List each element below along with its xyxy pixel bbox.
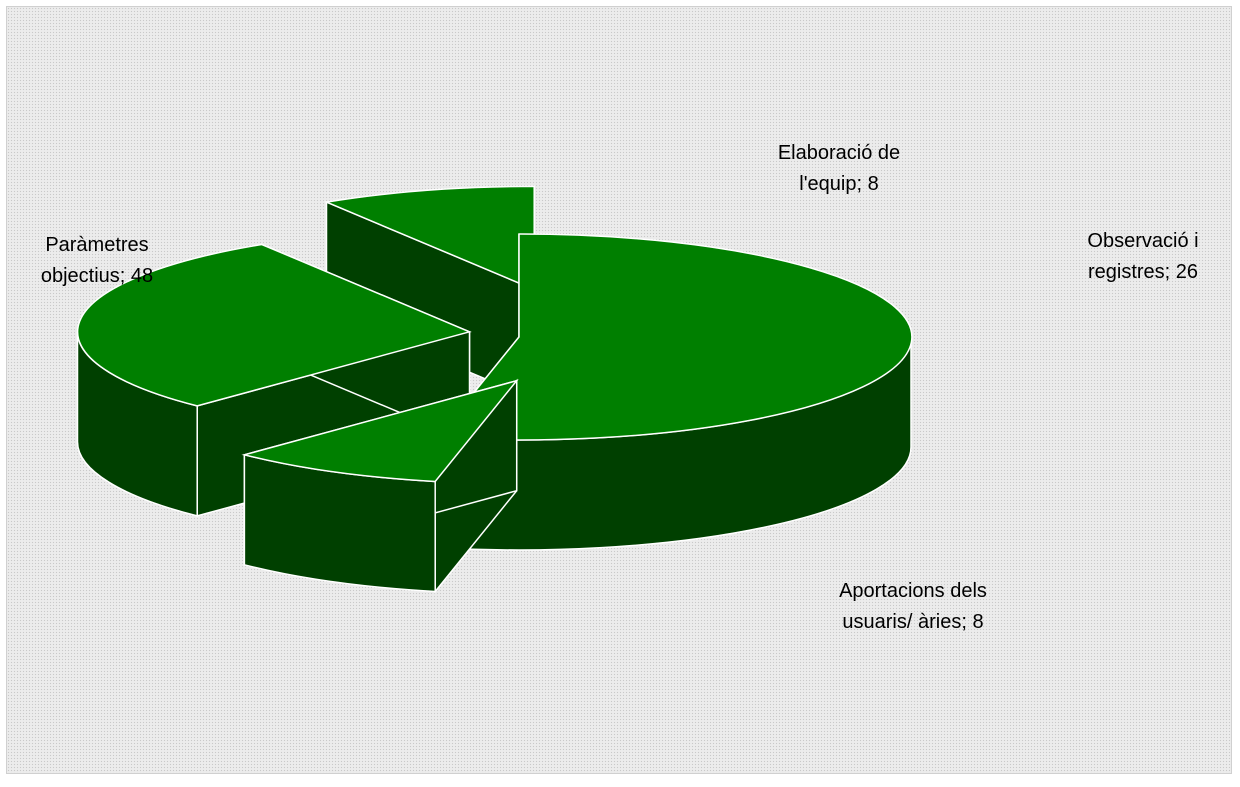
data-label-parametres-objectius: Paràmetres objectius; 48 (41, 234, 153, 287)
chart-area: Paràmetres objectius; 48 Elaboració de l'eq… (6, 6, 1232, 774)
slice-top-face (76, 243, 472, 407)
data-label-line: Paràmetres (45, 234, 148, 256)
data-label-line: l'equip; 8 (799, 173, 878, 195)
data-label-line: objectius; 48 (41, 265, 153, 287)
data-label-line: registres; 26 (1088, 261, 1198, 283)
slice-aportacions-usuaris (323, 185, 535, 401)
slice-top-face (323, 185, 535, 291)
slices-layer (76, 185, 913, 594)
labels-layer: Paràmetres objectius; 48 Elaboració de l'eq… (41, 142, 1199, 633)
data-label-line: Aportacions dels (839, 580, 987, 602)
slice-elaboracio-equip (241, 378, 519, 594)
data-label-line: Elaboració de (778, 142, 900, 164)
data-label-line: usuaris/ àries; 8 (842, 611, 983, 633)
data-label-aportacions-usuaris: Aportacions dels usuaris/ àries; 8 (839, 580, 987, 633)
data-label-elaboracio-equip: Elaboració de l'equip; 8 (778, 142, 900, 195)
pie-chart: Paràmetres objectius; 48 Elaboració de l'eq… (41, 142, 1199, 633)
slice-top-face (435, 233, 913, 441)
data-label-line: Observació i (1087, 230, 1198, 252)
data-label-observacio-registres: Observació i registres; 26 (1087, 230, 1198, 283)
slice-top-face (241, 379, 519, 483)
